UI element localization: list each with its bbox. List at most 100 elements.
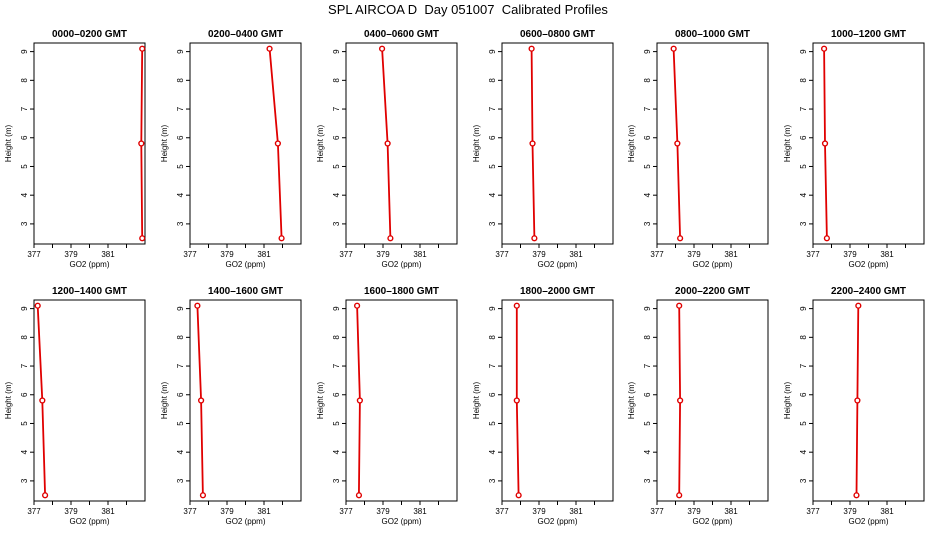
x-tick-label: 377 bbox=[806, 507, 820, 516]
profile-point bbox=[853, 492, 860, 499]
y-axis-label: Height (m) bbox=[316, 381, 325, 419]
y-tick-label: 9 bbox=[799, 49, 808, 54]
y-tick-label: 7 bbox=[332, 106, 341, 111]
x-tick-label: 379 bbox=[843, 250, 857, 259]
panel-title: 1000–1200 GMT bbox=[831, 29, 906, 40]
y-tick-label: 5 bbox=[799, 164, 808, 169]
y-tick-label: 9 bbox=[643, 49, 652, 54]
y-tick-label: 8 bbox=[176, 335, 185, 340]
profile-point bbox=[198, 397, 205, 404]
x-tick-label: 381 bbox=[880, 507, 894, 516]
x-tick-label: 381 bbox=[101, 507, 115, 516]
y-tick-label: 5 bbox=[643, 164, 652, 169]
x-tick-label: 377 bbox=[650, 250, 664, 259]
y-tick-label: 3 bbox=[332, 478, 341, 483]
y-tick-label: 9 bbox=[20, 306, 29, 311]
y-tick-label: 4 bbox=[643, 449, 652, 454]
y-tick-label: 8 bbox=[799, 78, 808, 83]
y-tick-label: 6 bbox=[488, 392, 497, 397]
y-tick-label: 5 bbox=[332, 421, 341, 426]
y-tick-label: 3 bbox=[20, 478, 29, 483]
y-tick-label: 5 bbox=[332, 164, 341, 169]
y-tick-label: 7 bbox=[799, 106, 808, 111]
y-tick-label: 6 bbox=[799, 392, 808, 397]
panel-title: 2200–2400 GMT bbox=[831, 286, 906, 297]
y-tick-label: 8 bbox=[176, 78, 185, 83]
x-tick-label: 381 bbox=[569, 507, 583, 516]
x-axis-label: GO2 (ppm) bbox=[537, 260, 577, 269]
panel-title: 1400–1600 GMT bbox=[208, 286, 283, 297]
x-tick-label: 377 bbox=[806, 250, 820, 259]
y-tick-label: 6 bbox=[488, 135, 497, 140]
x-tick-label: 379 bbox=[220, 507, 234, 516]
x-tick-label: 377 bbox=[183, 250, 197, 259]
x-tick-label: 381 bbox=[413, 250, 427, 259]
plot-frame bbox=[812, 42, 925, 245]
profile-point bbox=[138, 140, 145, 147]
y-axis-label: Height (m) bbox=[783, 124, 792, 162]
y-tick-label: 3 bbox=[643, 221, 652, 226]
x-tick-label: 377 bbox=[27, 250, 41, 259]
figure-title: SPL AIRCOA D Day 051007 Calibrated Profi… bbox=[328, 2, 608, 17]
y-tick-label: 7 bbox=[176, 106, 185, 111]
x-tick-label: 379 bbox=[687, 507, 701, 516]
profile-point bbox=[199, 492, 207, 499]
x-tick-label: 377 bbox=[650, 507, 664, 516]
y-tick-label: 8 bbox=[20, 78, 29, 83]
x-tick-label: 377 bbox=[339, 507, 353, 516]
profile-point bbox=[515, 492, 522, 499]
y-tick-label: 7 bbox=[643, 363, 652, 368]
y-axis-label: Height (m) bbox=[783, 381, 792, 419]
profile-point bbox=[356, 397, 363, 404]
y-tick-label: 7 bbox=[332, 363, 341, 368]
panel-title: 0600–0800 GMT bbox=[520, 29, 595, 40]
x-tick-label: 379 bbox=[532, 507, 546, 516]
y-tick-label: 4 bbox=[20, 449, 29, 454]
plot-frame bbox=[656, 299, 769, 502]
y-tick-label: 8 bbox=[643, 78, 652, 83]
y-tick-label: 4 bbox=[176, 449, 185, 454]
y-tick-label: 9 bbox=[332, 306, 341, 311]
y-tick-label: 6 bbox=[20, 135, 29, 140]
y-tick-label: 9 bbox=[643, 306, 652, 311]
y-tick-label: 5 bbox=[643, 421, 652, 426]
profile-point bbox=[513, 302, 520, 309]
y-tick-label: 8 bbox=[332, 335, 341, 340]
profile-point bbox=[676, 302, 683, 309]
plot-frame bbox=[189, 42, 302, 245]
y-tick-label: 7 bbox=[20, 106, 29, 111]
y-tick-label: 5 bbox=[176, 164, 185, 169]
x-tick-label: 377 bbox=[495, 250, 509, 259]
profile-point bbox=[821, 140, 829, 147]
y-axis-label: Height (m) bbox=[316, 124, 325, 162]
y-tick-label: 7 bbox=[488, 363, 497, 368]
y-tick-label: 9 bbox=[488, 49, 497, 54]
x-axis-label: GO2 (ppm) bbox=[848, 260, 888, 269]
profile-point bbox=[41, 492, 49, 499]
y-tick-label: 3 bbox=[332, 221, 341, 226]
y-tick-label: 7 bbox=[488, 106, 497, 111]
y-tick-label: 9 bbox=[332, 49, 341, 54]
x-axis-label: GO2 (ppm) bbox=[692, 260, 732, 269]
x-axis-label: GO2 (ppm) bbox=[848, 517, 888, 526]
x-axis-label: GO2 (ppm) bbox=[381, 260, 421, 269]
y-tick-label: 9 bbox=[20, 49, 29, 54]
y-axis-label: Height (m) bbox=[160, 381, 169, 419]
y-axis-label: Height (m) bbox=[4, 381, 13, 419]
profile-point bbox=[674, 140, 681, 147]
x-tick-label: 381 bbox=[101, 250, 115, 259]
profile-point bbox=[513, 397, 520, 404]
x-axis-label: GO2 (ppm) bbox=[69, 260, 109, 269]
y-tick-label: 5 bbox=[20, 164, 29, 169]
profile-point bbox=[855, 302, 862, 309]
y-tick-label: 8 bbox=[20, 335, 29, 340]
profile-point bbox=[139, 235, 146, 242]
profile-point bbox=[854, 397, 861, 404]
y-tick-label: 7 bbox=[176, 363, 185, 368]
y-tick-label: 9 bbox=[176, 49, 185, 54]
